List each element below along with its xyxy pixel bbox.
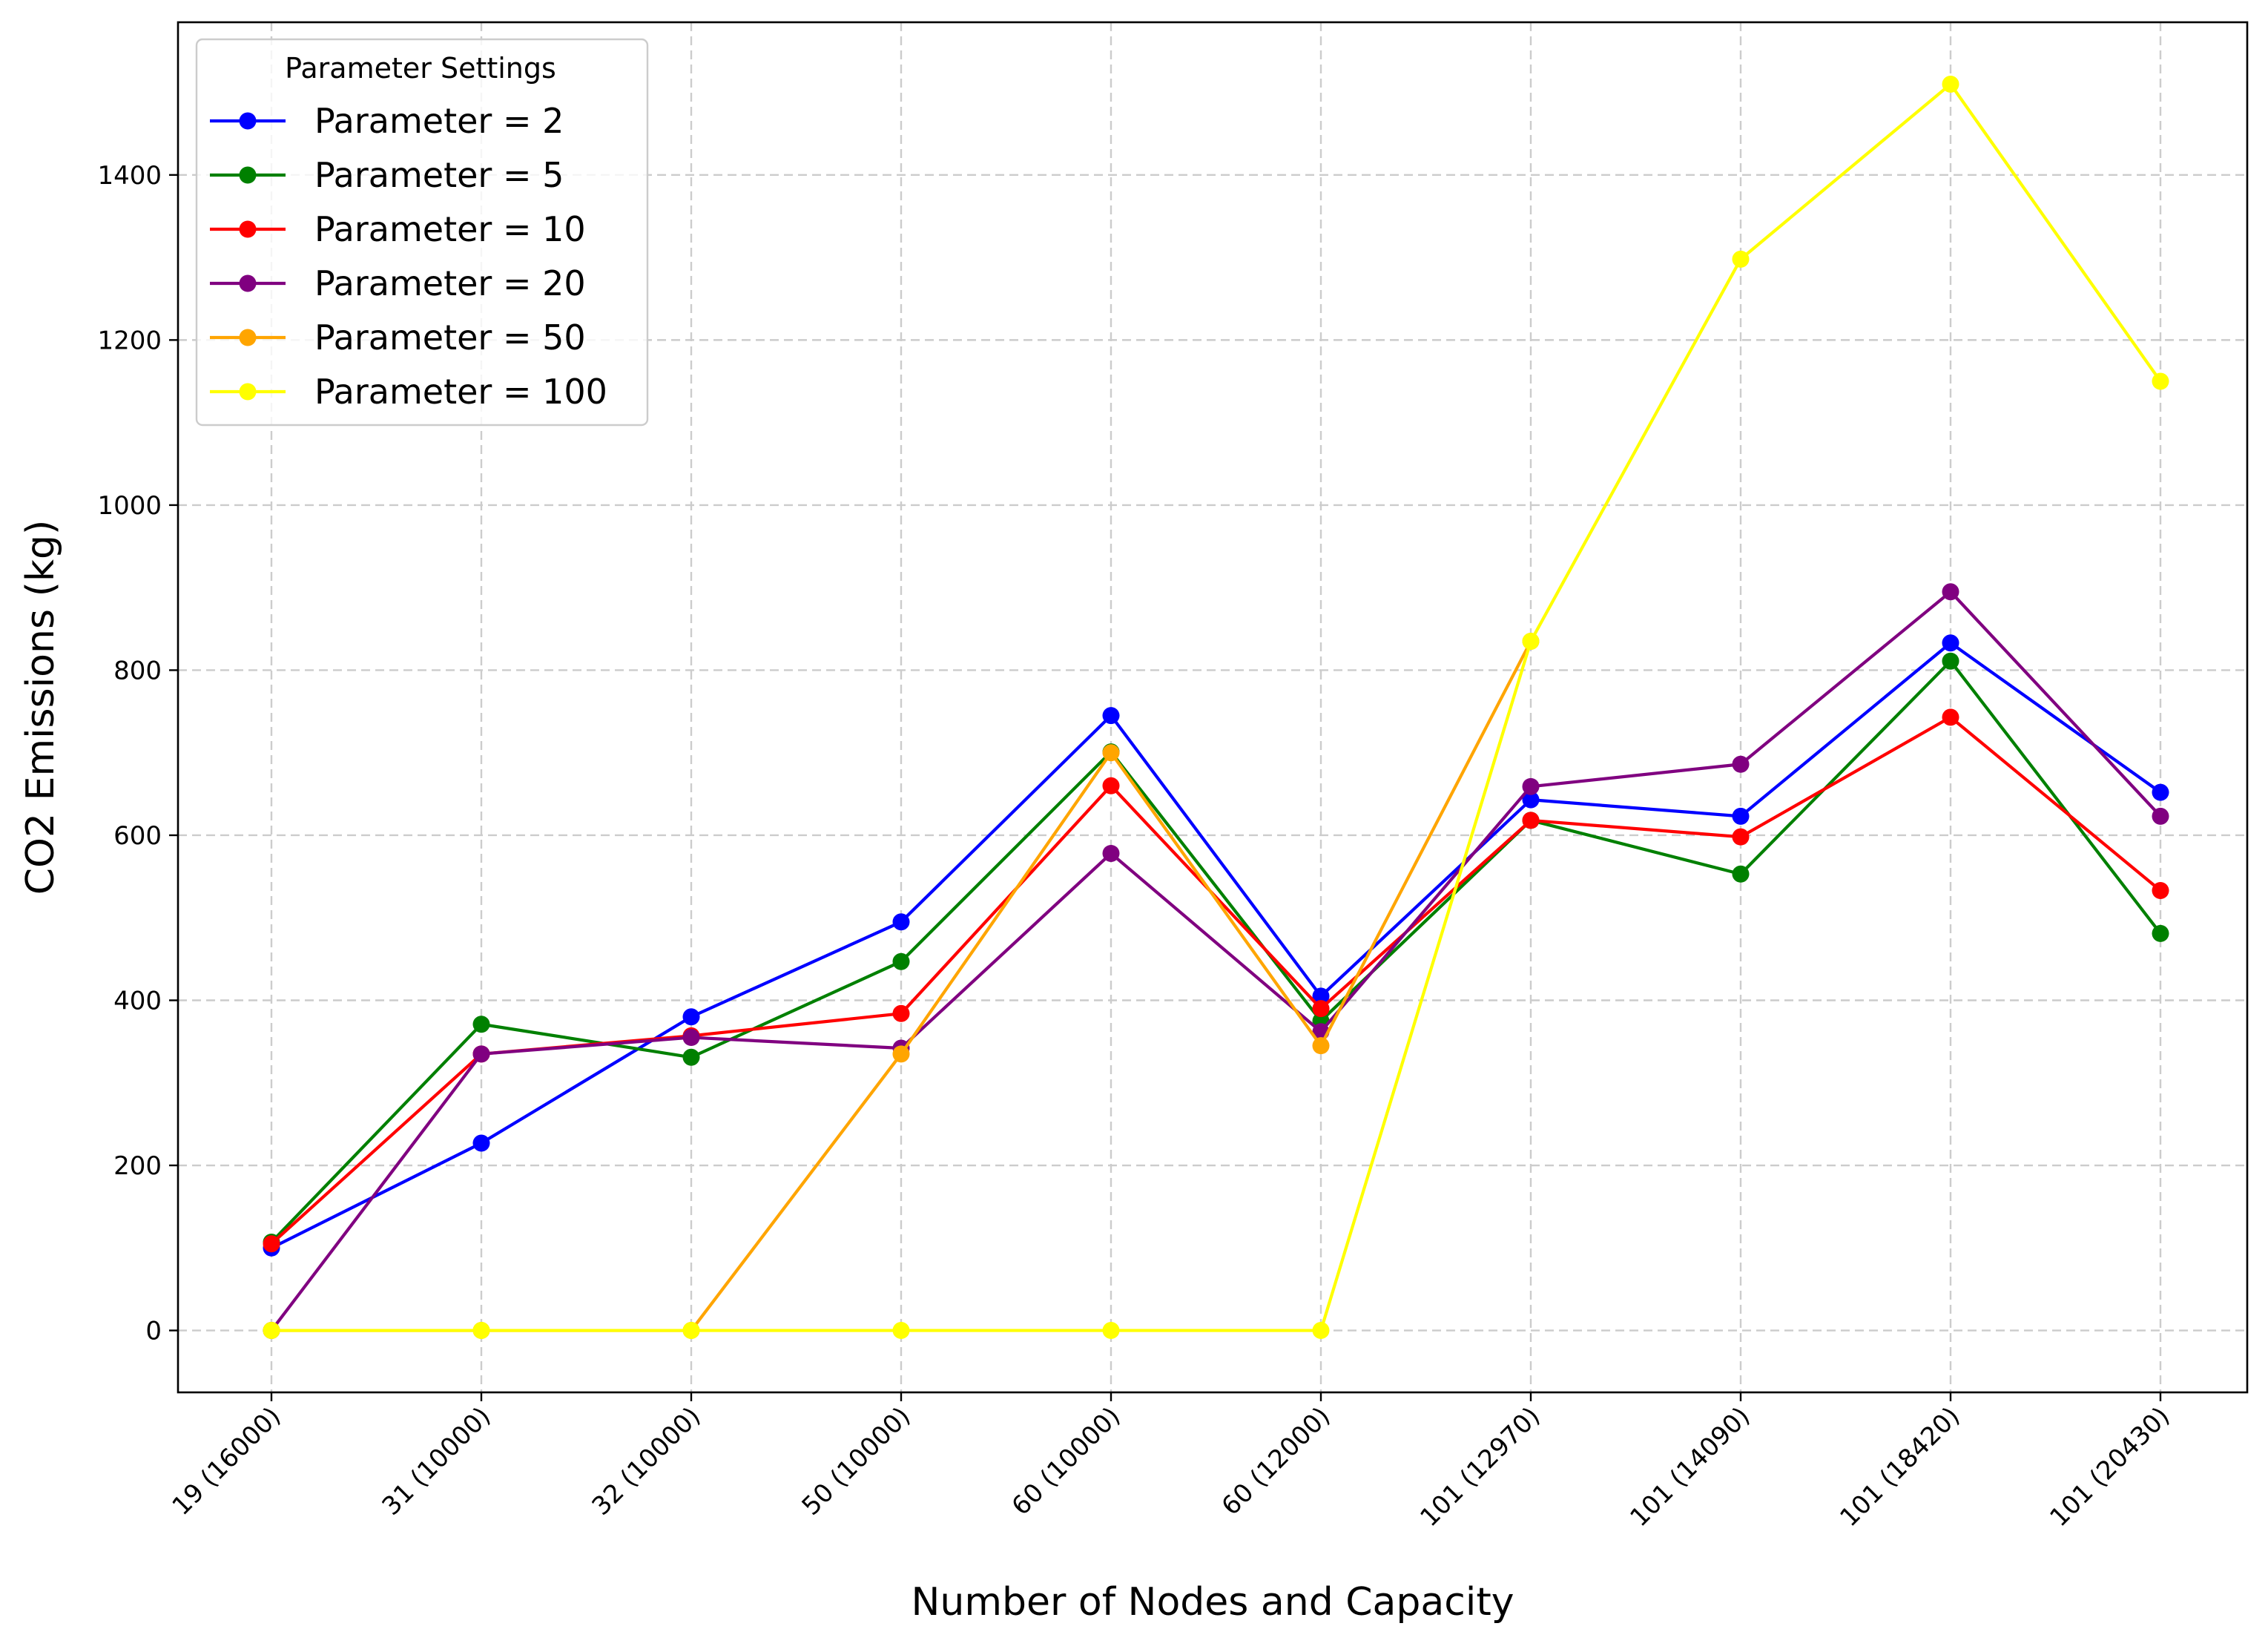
- data-point: [1942, 708, 1959, 726]
- y-tick-label: 800: [113, 656, 162, 685]
- data-point: [892, 913, 910, 931]
- data-point: [1102, 744, 1120, 762]
- data-point: [1102, 707, 1120, 725]
- legend-label: Parameter = 50: [314, 317, 586, 358]
- y-tick-label: 400: [113, 986, 162, 1016]
- data-point: [1942, 652, 1959, 670]
- legend-box: [195, 38, 649, 427]
- legend-label: Parameter = 5: [314, 155, 564, 195]
- legend-item: Parameter = 2: [210, 101, 564, 141]
- legend-swatch-marker: [239, 329, 257, 346]
- legend-swatch-marker: [239, 274, 257, 292]
- legend-swatch-marker: [239, 383, 257, 401]
- data-point: [1732, 865, 1750, 883]
- data-point: [472, 1045, 490, 1063]
- series-line: [270, 590, 2162, 1332]
- data-point: [2152, 372, 2169, 390]
- data-point: [1312, 1322, 1330, 1340]
- legend-item: Parameter = 10: [210, 209, 586, 249]
- data-point: [1312, 1037, 1330, 1055]
- data-point: [892, 1004, 910, 1022]
- legend-label: Parameter = 20: [314, 263, 586, 303]
- y-tick-label: 1400: [97, 161, 162, 191]
- data-point: [1732, 250, 1750, 268]
- data-point: [2152, 783, 2169, 801]
- series-line: [271, 82, 2162, 1332]
- data-point: [682, 1029, 700, 1047]
- series-lines: [263, 75, 2169, 1340]
- data-point: [2152, 924, 2169, 942]
- legend-swatch-marker: [239, 166, 257, 184]
- data-point: [1522, 777, 1540, 795]
- series-group: [263, 75, 2169, 1340]
- series-line: [271, 641, 2162, 1250]
- y-tick-label: 1200: [97, 326, 162, 355]
- y-tick-label: 200: [113, 1151, 162, 1181]
- data-point: [2152, 882, 2169, 900]
- legend-item: Parameter = 50: [210, 317, 586, 358]
- data-point: [1312, 987, 1330, 1005]
- legend-item: Parameter = 5: [210, 155, 564, 195]
- data-point: [472, 1016, 490, 1033]
- y-tick-label: 1000: [97, 491, 162, 521]
- legend-label: Parameter = 2: [314, 101, 564, 141]
- data-point: [1942, 634, 1959, 652]
- data-point: [472, 1134, 490, 1152]
- x-axis-title: Number of Nodes and Capacity: [911, 1580, 1514, 1625]
- data-point: [682, 1008, 700, 1026]
- legend: Parameter Settings Parameter = 2Paramete…: [195, 38, 649, 427]
- y-axis-title: CO2 Emissions (kg): [19, 520, 63, 895]
- data-point: [1102, 844, 1120, 862]
- data-point: [1312, 1000, 1330, 1018]
- data-point: [682, 1048, 700, 1066]
- data-point: [892, 1322, 910, 1340]
- legend-label: Parameter = 100: [314, 372, 607, 412]
- data-point: [1522, 791, 1540, 809]
- data-point: [472, 1322, 490, 1340]
- data-point: [892, 1045, 910, 1063]
- legend-title: Parameter Settings: [285, 52, 556, 85]
- data-point: [1102, 777, 1120, 794]
- legend-item: Parameter = 100: [210, 372, 607, 412]
- y-tick-label: 600: [113, 821, 162, 851]
- data-point: [1942, 75, 1959, 93]
- series-line: [270, 659, 2162, 1243]
- y-tick-label: 0: [145, 1317, 162, 1346]
- legend-swatch-marker: [239, 220, 257, 238]
- data-point: [263, 1322, 280, 1340]
- data-point: [263, 1235, 280, 1253]
- legend-item: Parameter = 20: [210, 263, 586, 303]
- data-point: [1732, 755, 1750, 773]
- data-point: [892, 952, 910, 970]
- data-point: [1942, 583, 1959, 601]
- data-point: [1522, 812, 1540, 829]
- data-point: [1732, 807, 1750, 825]
- plot-frame: [177, 21, 2249, 1394]
- data-point: [1522, 632, 1540, 650]
- data-point: [1732, 828, 1750, 846]
- legend-swatch-marker: [239, 112, 257, 130]
- legend-label: Parameter = 10: [314, 209, 586, 249]
- data-point: [2152, 807, 2169, 825]
- series-group: [263, 583, 2169, 1340]
- legend-items: Parameter = 2 Parameter = 5 Parameter = 10…: [210, 101, 607, 412]
- data-point: [1102, 1322, 1120, 1340]
- data-point: [682, 1322, 700, 1340]
